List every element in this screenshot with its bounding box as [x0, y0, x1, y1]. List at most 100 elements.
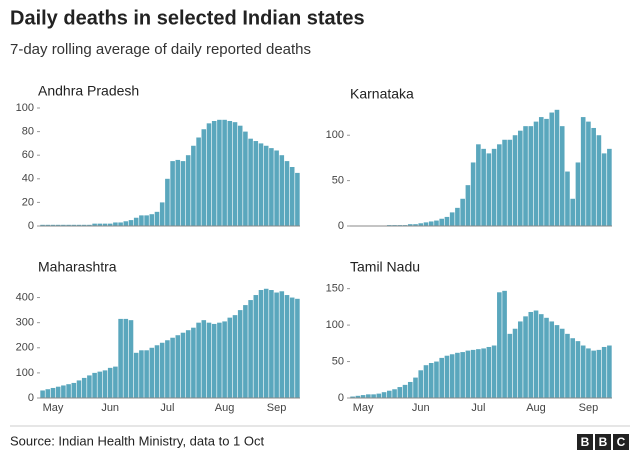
bar: [258, 143, 264, 226]
bar: [460, 352, 465, 398]
bar: [118, 318, 123, 398]
bar: [81, 377, 87, 398]
bar: [418, 223, 424, 226]
bar: [237, 310, 243, 398]
bar: [559, 126, 565, 226]
bar: [491, 148, 497, 226]
bar: [423, 222, 429, 226]
bar: [481, 348, 486, 398]
bar: [217, 322, 222, 398]
bar: [211, 323, 217, 398]
bar: [180, 332, 186, 398]
bar: [206, 123, 212, 226]
bar: [87, 224, 92, 226]
bar: [196, 322, 201, 398]
bar: [217, 119, 222, 226]
bar: [470, 349, 476, 398]
logo-letter: B: [581, 435, 590, 449]
bar: [87, 375, 92, 398]
bar: [284, 295, 290, 398]
bar: [139, 215, 144, 226]
bar: [107, 223, 113, 226]
bar: [269, 148, 274, 226]
bar: [591, 350, 596, 398]
bar: [355, 395, 361, 398]
bar: [470, 162, 476, 226]
bar: [376, 393, 382, 398]
y-tick-label: 60: [22, 149, 34, 161]
bar: [139, 350, 144, 398]
bar: [263, 145, 269, 226]
bar: [61, 385, 66, 398]
bar: [444, 216, 450, 226]
x-tick-label: Aug: [215, 402, 235, 414]
bar: [227, 120, 233, 226]
bar: [227, 317, 233, 398]
bar: [97, 371, 103, 398]
bar: [575, 341, 581, 398]
logo-box: [577, 434, 593, 450]
bar: [601, 153, 607, 226]
bar: [289, 297, 295, 398]
bar: [455, 207, 460, 226]
bar: [554, 109, 560, 226]
bar: [586, 348, 591, 398]
bar: [128, 220, 134, 226]
bar: [549, 321, 555, 398]
bar: [295, 298, 300, 398]
y-tick-label: 200: [16, 342, 34, 354]
bar: [517, 130, 523, 226]
panel-title: Andhra Pradesh: [38, 83, 139, 99]
bar: [149, 347, 155, 398]
bar: [512, 328, 518, 398]
panel-title: Tamil Nadu: [350, 259, 420, 275]
bar: [45, 224, 51, 226]
bar: [191, 327, 196, 398]
bar: [586, 121, 591, 226]
bar: [397, 387, 403, 398]
bar: [237, 125, 243, 226]
x-tick-label: Aug: [526, 402, 546, 414]
bar: [434, 220, 439, 226]
bar: [123, 318, 129, 398]
bar: [196, 137, 201, 226]
y-tick-label: 50: [332, 175, 344, 187]
panel-title: Karnataka: [350, 86, 414, 102]
y-tick-label: 40: [22, 173, 34, 185]
y-tick-label: 50: [332, 355, 344, 367]
bar: [170, 161, 175, 226]
bar: [185, 155, 191, 226]
bar: [50, 387, 56, 398]
bar: [455, 352, 460, 398]
bar: [507, 139, 513, 226]
bar: [128, 320, 134, 398]
bar: [92, 223, 97, 226]
bar: [538, 314, 544, 398]
bar: [170, 337, 175, 398]
bar: [575, 162, 581, 226]
bar: [533, 121, 539, 226]
bar: [486, 346, 492, 398]
bar: [428, 221, 434, 226]
bar: [295, 172, 300, 226]
subtitle: 7-day rolling average of daily reported …: [10, 41, 311, 58]
bar: [502, 139, 507, 226]
bar: [175, 159, 181, 226]
bar: [274, 292, 279, 398]
bar: [185, 330, 191, 398]
bar: [570, 338, 576, 398]
bar: [279, 155, 285, 226]
bar: [76, 224, 82, 226]
bar: [92, 372, 97, 398]
bar: [133, 352, 139, 398]
bar: [407, 381, 413, 398]
bar: [544, 118, 549, 226]
bar: [45, 389, 51, 398]
bar: [528, 311, 534, 398]
x-tick-label: Jul: [471, 402, 485, 414]
bar: [371, 394, 376, 398]
x-tick-label: May: [43, 402, 64, 414]
bar: [381, 392, 387, 398]
